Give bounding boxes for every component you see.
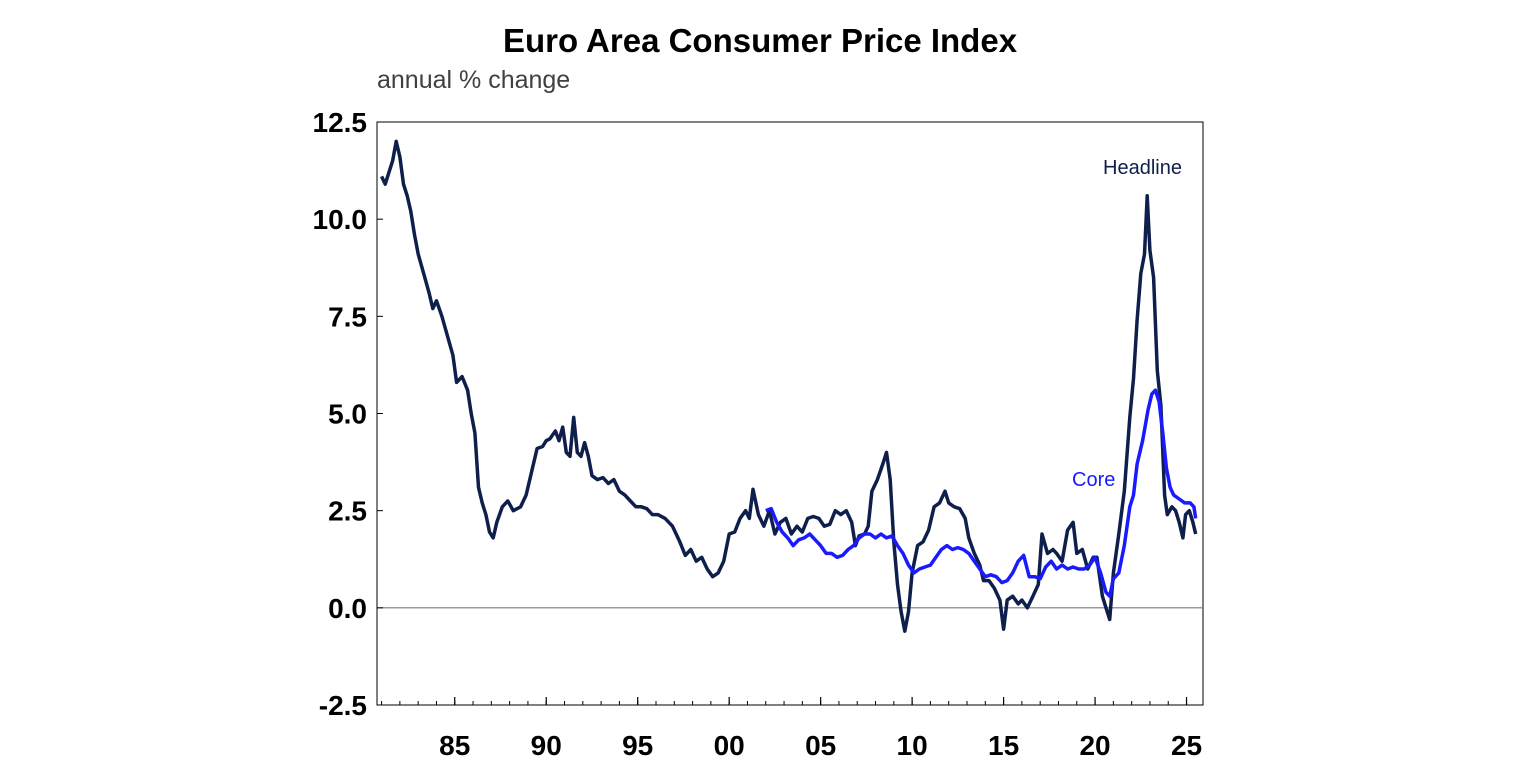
x-tick-label: 20 xyxy=(1079,730,1110,761)
y-tick-label: -2.5 xyxy=(319,690,367,721)
chart-subtitle: annual % change xyxy=(377,66,571,94)
series-line-core xyxy=(765,388,1198,598)
x-tick-label: 05 xyxy=(805,730,836,761)
y-tick-label: 7.5 xyxy=(328,301,367,332)
x-tick-label: 95 xyxy=(622,730,653,761)
x-axis: 85 90 95 00 05 10 15 20 25 xyxy=(381,697,1202,761)
x-tick-label: 25 xyxy=(1171,730,1202,761)
chart-title: Euro Area Consumer Price Index xyxy=(502,22,1018,59)
x-tick-label: 85 xyxy=(439,730,470,761)
x-tick-label: 15 xyxy=(988,730,1019,761)
x-tick-label: 10 xyxy=(897,730,928,761)
series-label-headline: Headline xyxy=(1103,157,1182,179)
series-layer xyxy=(380,139,1198,633)
y-tick-label: 12.5 xyxy=(313,107,368,138)
y-axis: 12.5 10.0 7.5 5.0 2.5 0.0 -2.5 xyxy=(313,107,383,721)
plot-frame xyxy=(376,121,1204,706)
y-tick-label: 0.0 xyxy=(328,593,367,624)
x-tick-label: 90 xyxy=(531,730,562,761)
y-tick-label: 2.5 xyxy=(328,496,367,527)
x-tick-label: 00 xyxy=(714,730,745,761)
y-tick-label: 5.0 xyxy=(328,399,367,430)
series-line-headline xyxy=(380,139,1198,633)
y-tick-label: 10.0 xyxy=(313,204,368,235)
series-label-core: Core xyxy=(1072,469,1115,491)
